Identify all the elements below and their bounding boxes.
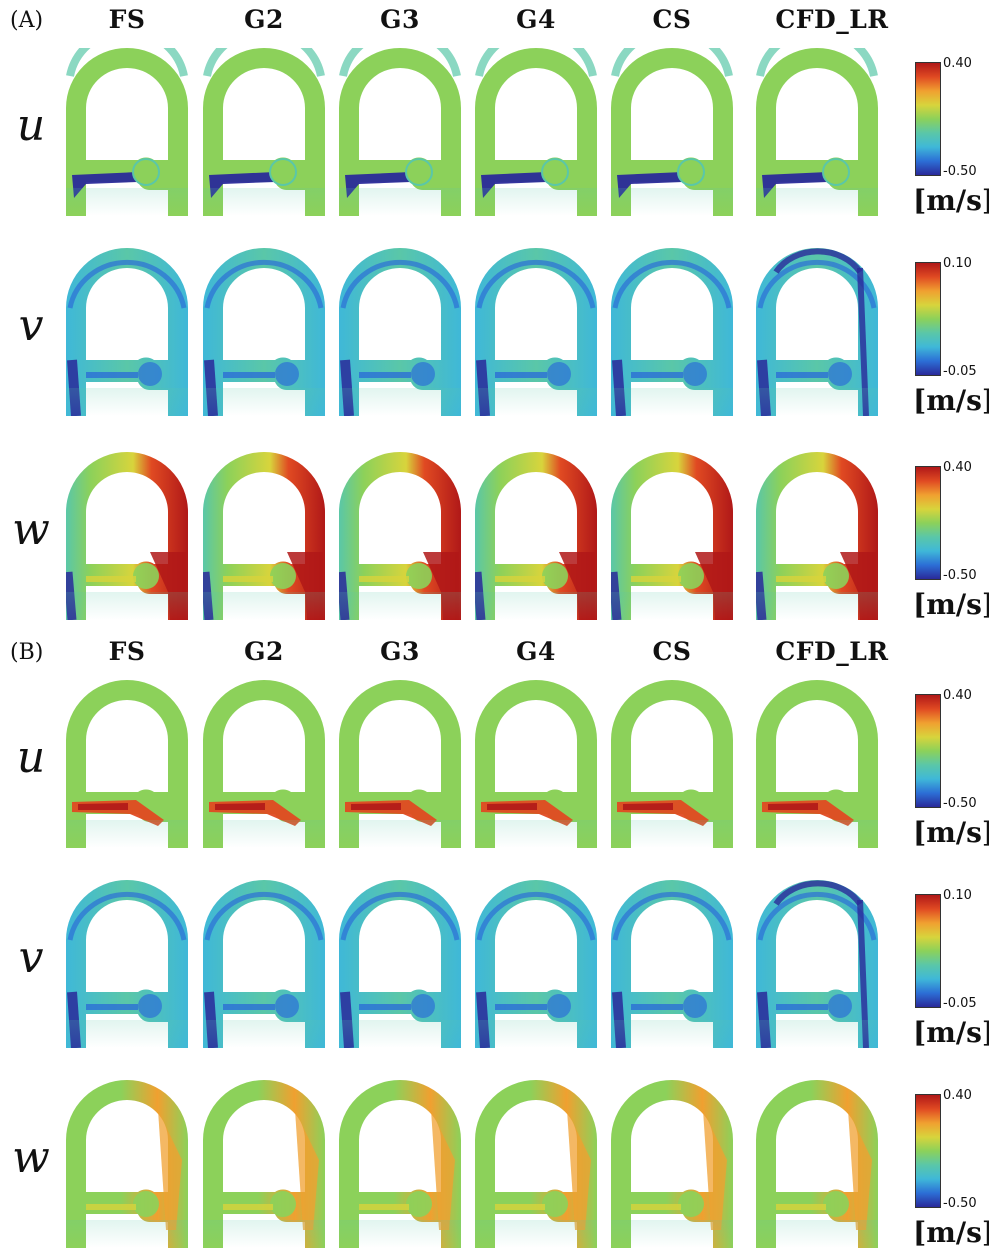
field-map (475, 1080, 597, 1248)
row-label-w: w (12, 504, 50, 555)
colorbar-unit: [m/s] (913, 588, 989, 621)
field-map (339, 48, 461, 216)
field-map (339, 452, 461, 620)
field-map (475, 248, 597, 416)
field-map (339, 1080, 461, 1248)
colorbar-max-label: 0.40 (943, 56, 972, 71)
colorbar-unit: [m/s] (913, 184, 989, 217)
field-map (756, 248, 878, 416)
field-map (66, 1080, 188, 1248)
colorbar-min-label: -0.50 (943, 164, 977, 179)
field-map (66, 880, 188, 1048)
colorbar-min-label: -0.05 (943, 996, 977, 1011)
colorbar-max-label: 0.40 (943, 1088, 972, 1103)
column-header: G4 (516, 5, 556, 34)
colorbar-unit: [m/s] (913, 384, 989, 417)
colorbar (915, 1094, 941, 1208)
field-map (475, 680, 597, 848)
field-map (475, 880, 597, 1048)
field-map (203, 452, 325, 620)
field-map (66, 452, 188, 620)
field-map (611, 248, 733, 416)
row-label-w: w (12, 1132, 50, 1183)
colorbar-min-label: -0.05 (943, 364, 977, 379)
colorbar-min-label: -0.50 (943, 796, 977, 811)
column-header: CFD_LR (775, 5, 889, 34)
column-header: CS (652, 637, 692, 666)
row-label-v: v (18, 932, 44, 983)
field-map (66, 248, 188, 416)
column-header: G3 (380, 637, 420, 666)
column-header: G4 (516, 637, 556, 666)
field-map (611, 680, 733, 848)
field-map (756, 1080, 878, 1248)
colorbar (915, 894, 941, 1008)
field-map (475, 452, 597, 620)
field-map (475, 48, 597, 216)
colorbar-max-label: 0.10 (943, 256, 972, 271)
field-map (66, 680, 188, 848)
colorbar-unit: [m/s] (913, 1016, 989, 1049)
field-map (203, 248, 325, 416)
row-label-u: u (16, 732, 46, 783)
colorbar-max-label: 0.40 (943, 688, 972, 703)
column-header: CFD_LR (775, 637, 889, 666)
column-header: G2 (244, 5, 284, 34)
field-map (756, 680, 878, 848)
field-map (756, 48, 878, 216)
field-map (339, 248, 461, 416)
colorbar-min-label: -0.50 (943, 1196, 977, 1211)
colorbar-max-label: 0.40 (943, 460, 972, 475)
row-label-v: v (18, 300, 44, 351)
field-map (756, 880, 878, 1048)
colorbar (915, 466, 941, 580)
column-header: FS (108, 5, 146, 34)
colorbar-unit: [m/s] (913, 816, 989, 849)
field-map (611, 1080, 733, 1248)
field-map (203, 48, 325, 216)
field-map (611, 48, 733, 216)
field-map (756, 452, 878, 620)
colorbar-max-label: 0.10 (943, 888, 972, 903)
column-header: G2 (244, 637, 284, 666)
panel-label: (B) (10, 640, 44, 665)
field-map (203, 1080, 325, 1248)
row-label-u: u (16, 100, 46, 151)
colorbar-min-label: -0.50 (943, 568, 977, 583)
colorbar-unit: [m/s] (913, 1216, 989, 1249)
colorbar (915, 62, 941, 176)
column-header: G3 (380, 5, 420, 34)
colorbar (915, 262, 941, 376)
field-map (339, 680, 461, 848)
column-header: FS (108, 637, 146, 666)
field-map (611, 452, 733, 620)
field-map (66, 48, 188, 216)
field-map (203, 680, 325, 848)
column-header: CS (652, 5, 692, 34)
field-map (339, 880, 461, 1048)
colorbar (915, 694, 941, 808)
field-map (611, 880, 733, 1048)
panel-label: (A) (10, 8, 44, 33)
field-map (203, 880, 325, 1048)
